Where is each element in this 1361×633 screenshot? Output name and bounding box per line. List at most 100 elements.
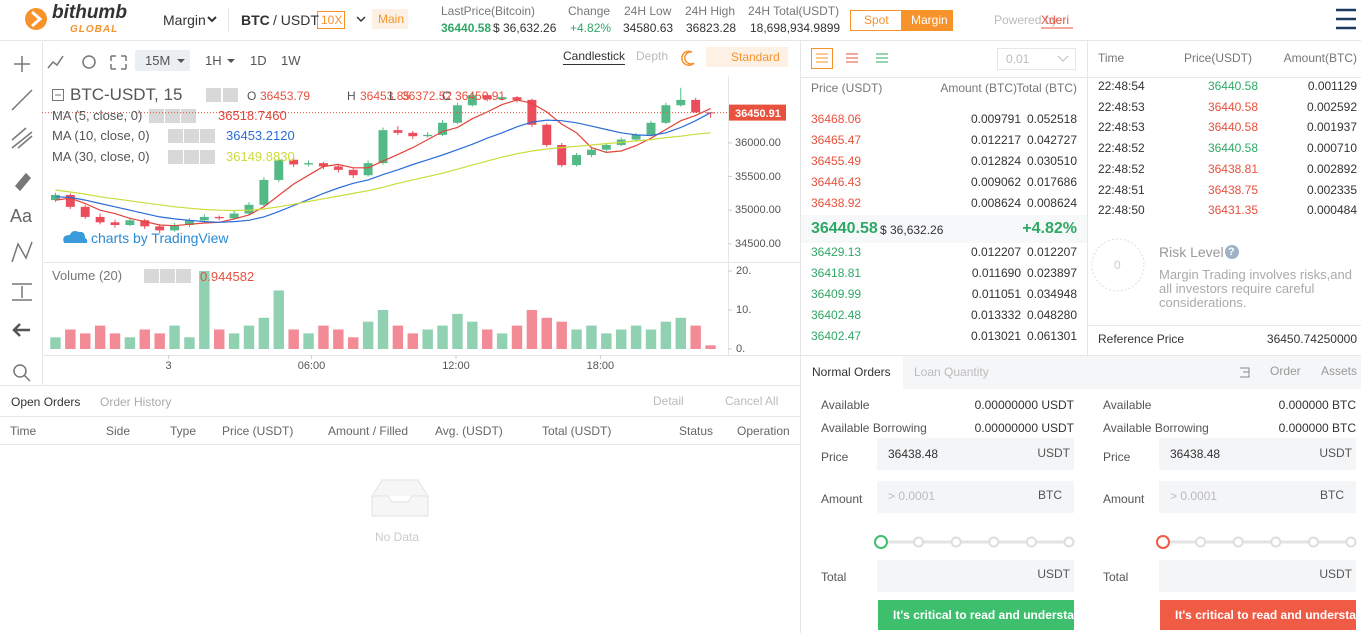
trade-price: 36431.35 (1207, 203, 1258, 218)
form-tab[interactable]: Loan Quantity (914, 365, 989, 379)
ohlc-value: 36453.85 (360, 89, 411, 103)
y-tick-label: 35000.00 (735, 204, 781, 217)
book-total: 0.061301 (1026, 329, 1077, 343)
volume-bar (392, 325, 404, 349)
book-amount: 0.011690 (971, 266, 1021, 280)
borrow-value: 0.00000000 USDT (974, 421, 1074, 435)
ma-value: 36518.7460 (218, 108, 287, 123)
form-link[interactable]: Order (1270, 364, 1301, 378)
candle-body (512, 97, 522, 100)
spot-tab[interactable]: Spot (864, 13, 889, 27)
book-amount: 0.012217 (970, 133, 1021, 147)
risk-help[interactable]: ? (1228, 246, 1235, 258)
volume-bar (511, 325, 523, 349)
powered-link[interactable]: Xderi (1041, 13, 1070, 27)
risk-title: Risk Level (1159, 244, 1224, 260)
orders-action[interactable]: Detail (653, 394, 684, 408)
orders-tab[interactable]: Order History (100, 395, 172, 409)
submit-label[interactable]: It's critical to read and understand (1175, 608, 1356, 622)
submit-label[interactable]: It's critical to read and understand (893, 608, 1074, 622)
trade-amount: 0.002592 (1306, 99, 1357, 114)
volume-bar (348, 337, 359, 349)
volume-bar (377, 309, 389, 349)
form-tab[interactable]: Normal Orders (812, 365, 891, 379)
volume-bar (318, 325, 329, 349)
column-header: Side (106, 424, 131, 438)
slider-dot (874, 535, 888, 549)
volume-bar (94, 325, 106, 349)
slider-dot (1063, 536, 1075, 548)
candle-body (184, 220, 194, 226)
trade-price: 36438.81 (1207, 161, 1258, 176)
column-header: Avg. (USDT) (435, 424, 503, 438)
amount-label: Amount (821, 492, 863, 506)
reference-value: 36450.74250000 (1266, 332, 1357, 346)
volume-name: Volume (20) (52, 268, 123, 283)
volume-bar (243, 325, 255, 349)
mid-price: 36440.58 (811, 220, 878, 237)
trade-amount: 0.002335 (1306, 182, 1357, 197)
volume-bar (258, 317, 270, 349)
orders-action[interactable]: Cancel All (725, 394, 779, 408)
column-header: Amount / Filled (328, 424, 409, 438)
volume-tick-label: 10. (736, 303, 752, 316)
volume-bar (288, 329, 299, 349)
book-total: 0.012207 (1026, 245, 1077, 259)
orders-tab[interactable]: Open Orders (11, 395, 81, 409)
candle-body (125, 220, 135, 226)
stat-value: 34580.63 (623, 21, 674, 35)
book-header: Amount (BTC) (940, 81, 1017, 95)
precision[interactable]: 0.01 (1006, 52, 1030, 66)
candle-body (423, 134, 433, 137)
book-amount: 0.011051 (971, 287, 1021, 301)
amount-input[interactable]: > 0.0001 (1170, 489, 1218, 503)
trade-amount: 0.000484 (1306, 203, 1357, 218)
ma-value: 36453.2120 (226, 128, 295, 143)
slider-dot (1232, 536, 1244, 548)
risk-text: considerations. (1159, 295, 1247, 310)
logo: bithumb (52, 2, 127, 23)
margin-tab[interactable]: Margin (911, 13, 948, 27)
text-tool[interactable]: Aa (10, 206, 33, 226)
volume-bar (273, 290, 284, 349)
pair-quote: / USDT (273, 12, 319, 28)
candle-body (65, 194, 75, 207)
price-input[interactable]: 36438.48 (888, 447, 939, 461)
watermark: charts by TradingView (91, 230, 229, 246)
volume-tick-label: 20. (736, 264, 752, 277)
view-tab[interactable]: Candlestick (563, 49, 626, 63)
amount-input[interactable]: > 0.0001 (888, 489, 936, 503)
x-tick-label: 3 (165, 360, 172, 372)
candle-body (244, 204, 254, 214)
style-button[interactable]: Standard (731, 50, 780, 64)
trade-price: 36440.58 (1207, 141, 1258, 156)
volume-bar (407, 333, 418, 349)
borrow-value: 0.000000 BTC (1278, 421, 1356, 435)
trades-header: Price(USDT) (1184, 51, 1252, 65)
view-tab[interactable]: Depth (636, 49, 669, 63)
interval[interactable]: 1D (250, 53, 267, 68)
slider-dot (1345, 536, 1357, 548)
candle-body (229, 213, 239, 219)
price-unit: USDT (1319, 446, 1352, 460)
candle-body (438, 122, 448, 135)
mid-change: +4.82% (1022, 220, 1077, 237)
trade-amount: 0.001129 (1307, 79, 1357, 93)
interval[interactable]: 15M (145, 53, 171, 68)
volume-bar (124, 337, 136, 349)
volume-bar (169, 325, 180, 349)
volume-bar (556, 321, 567, 349)
book-price: 36468.06 (811, 112, 862, 126)
ma-name: MA (10, close, 0) (52, 128, 150, 143)
mode-select[interactable]: Margin (163, 12, 206, 28)
candle-body (497, 97, 507, 100)
interval[interactable]: 1W (281, 53, 301, 68)
interval[interactable]: 1H (205, 53, 222, 68)
volume-bar (109, 333, 121, 349)
ohlc-label: O (247, 89, 257, 103)
candle-body (80, 206, 90, 217)
form-link[interactable]: Assets (1321, 364, 1358, 378)
volume-bar (571, 329, 582, 349)
price-input[interactable]: 36438.48 (1170, 447, 1221, 461)
candle-body (155, 226, 165, 231)
